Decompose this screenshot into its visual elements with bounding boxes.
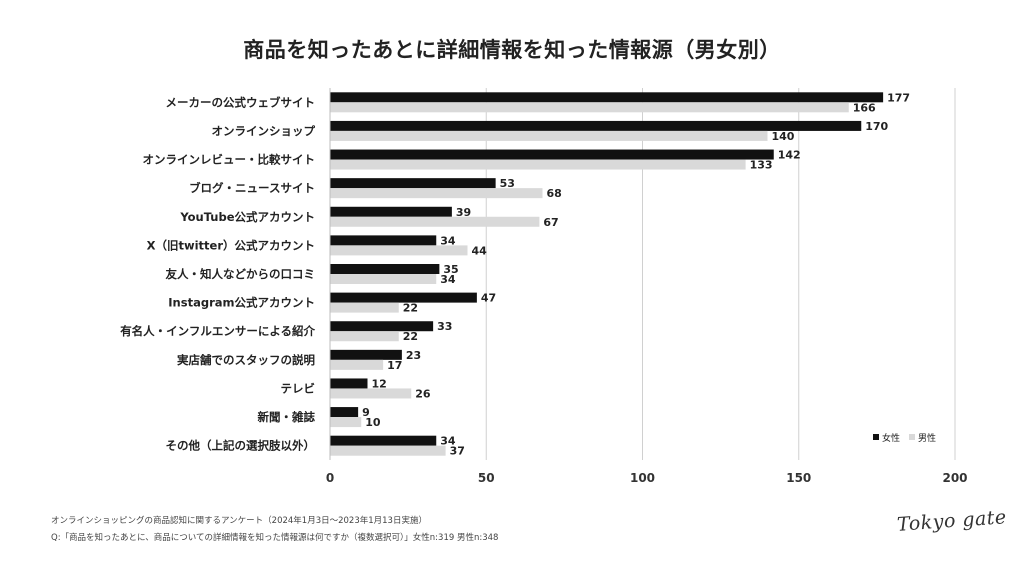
bar-female — [330, 92, 884, 103]
bar-male — [330, 388, 412, 399]
bar-female — [330, 321, 434, 332]
data-label-male: 166 — [853, 101, 876, 114]
data-label-female: 170 — [865, 120, 888, 133]
bar-male — [330, 274, 437, 284]
data-label-male: 34 — [440, 273, 456, 286]
x-tick-label: 100 — [630, 471, 655, 485]
data-label-female: 34 — [440, 435, 456, 448]
data-label-male: 22 — [403, 330, 418, 343]
category-label: オンラインレビュー・比較サイト — [143, 153, 316, 167]
bar-male — [330, 188, 543, 199]
legend-label: 男性 — [918, 432, 936, 444]
bar-female — [330, 178, 496, 189]
legend-swatch — [909, 434, 915, 440]
data-label-female: 33 — [437, 320, 452, 333]
category-label: テレビ — [281, 381, 316, 395]
data-label-female: 9 — [362, 406, 370, 419]
chart-title: 商品を知ったあとに詳細情報を知った情報源（男女別） — [243, 38, 781, 62]
category-label: ブログ・ニュースサイト — [189, 181, 315, 195]
bar-male — [330, 245, 468, 256]
category-label: 友人・知人などからの口コミ — [166, 267, 316, 281]
legend-swatch — [873, 434, 879, 440]
x-tick-label: 50 — [478, 471, 495, 485]
survey-note: オンラインショッピングの商品認知に関するアンケート（2024年1月3日〜2023… — [51, 516, 427, 526]
bar-male — [330, 102, 849, 113]
data-label-female: 12 — [372, 377, 387, 390]
bar-male — [330, 331, 399, 342]
bar-male — [330, 445, 446, 456]
bar-male — [330, 417, 362, 428]
category-label: 新聞・雑誌 — [258, 410, 316, 424]
data-label-male: 22 — [403, 302, 418, 315]
x-tick-label: 150 — [786, 471, 811, 485]
category-label: YouTube公式アカウント — [179, 210, 315, 224]
category-label: メーカーの公式ウェブサイト — [166, 95, 316, 109]
data-label-female: 35 — [443, 263, 458, 276]
data-label-male: 67 — [543, 216, 558, 229]
category-label: X（旧twitter）公式アカウント — [147, 238, 315, 252]
x-tick-label: 0 — [326, 471, 334, 485]
bar-male — [330, 302, 399, 313]
bar-female — [330, 407, 359, 418]
bar-female — [330, 206, 452, 217]
question-note: Q:「商品を知ったあとに、商品についての詳細情報を知った情報源は何ですか（複数選… — [51, 533, 499, 543]
data-label-male: 26 — [415, 387, 431, 400]
category-label: 有名人・インフルエンサーによる紹介 — [120, 324, 315, 338]
category-label: オンラインショップ — [212, 124, 316, 138]
category-label: Instagram公式アカウント — [168, 296, 315, 310]
category-label: その他（上記の選択肢以外） — [166, 439, 316, 453]
data-label-male: 44 — [472, 244, 488, 257]
data-label-male: 68 — [547, 187, 562, 200]
bar-female — [330, 378, 368, 389]
bar-male — [330, 359, 384, 370]
bar-male — [330, 130, 768, 141]
data-label-male: 17 — [387, 359, 402, 372]
bar-female — [330, 292, 477, 303]
data-label-female: 142 — [778, 149, 801, 162]
bar-female — [330, 235, 437, 246]
bar-male — [330, 159, 746, 170]
data-label-female: 34 — [440, 234, 456, 247]
data-label-male: 10 — [365, 416, 381, 429]
data-label-male: 140 — [772, 130, 795, 143]
data-label-female: 53 — [500, 177, 515, 190]
bar-female — [330, 264, 440, 274]
data-label-female: 23 — [406, 349, 421, 362]
data-label-female: 39 — [456, 206, 471, 219]
data-label-male: 133 — [750, 159, 773, 172]
legend-label: 女性 — [882, 432, 900, 444]
x-tick-label: 200 — [942, 471, 967, 485]
bar-female — [330, 120, 862, 131]
category-label: 実店舗でのスタッフの説明 — [177, 353, 315, 367]
bar-female — [330, 349, 402, 360]
data-label-female: 177 — [887, 91, 910, 104]
bar-female — [330, 435, 437, 446]
data-label-female: 47 — [481, 292, 496, 305]
bar-male — [330, 216, 540, 227]
data-label-male: 37 — [450, 445, 465, 458]
bar-female — [330, 149, 774, 160]
